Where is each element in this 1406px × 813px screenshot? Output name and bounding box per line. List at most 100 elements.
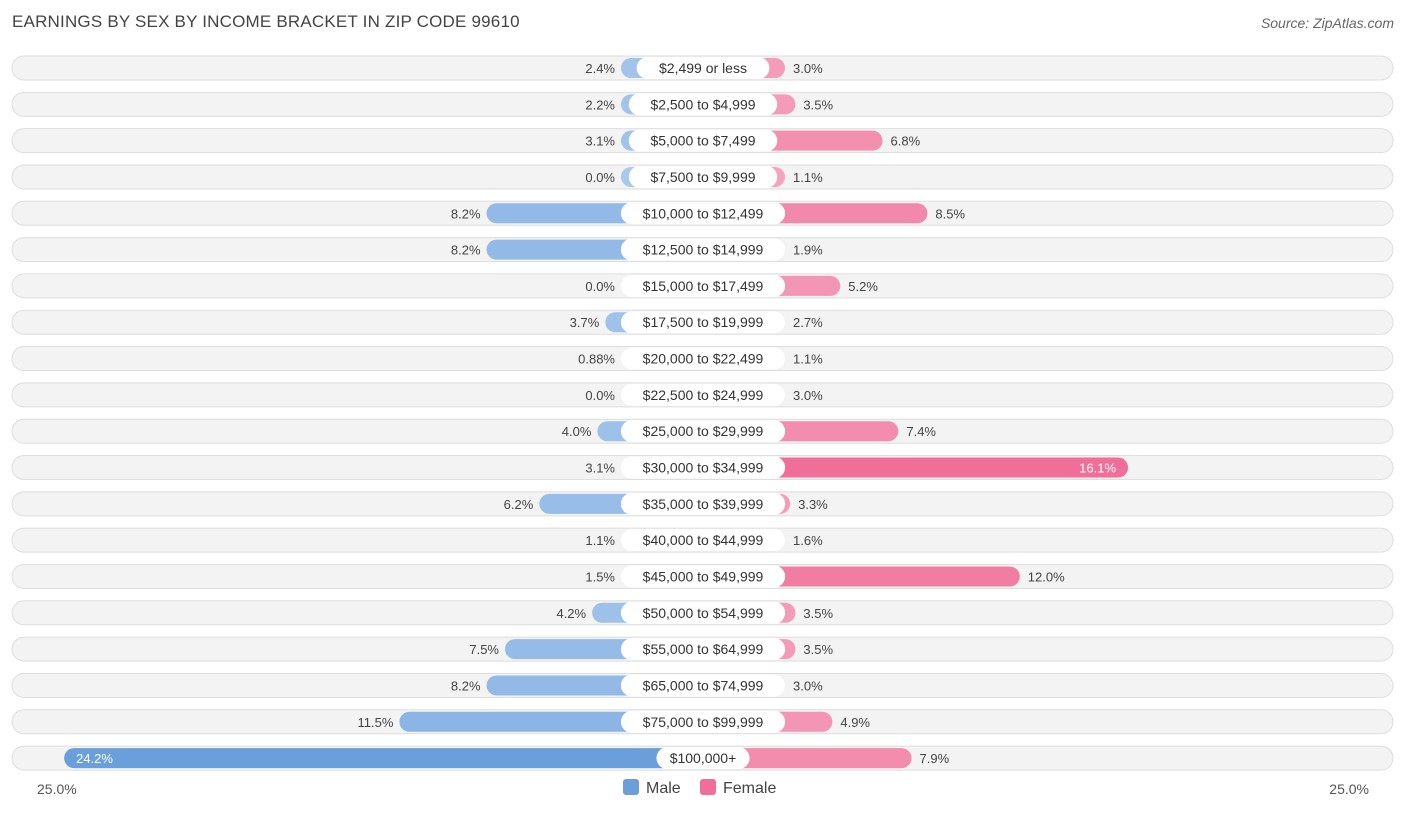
category-label: $2,499 or less bbox=[659, 60, 747, 76]
category-label-pill bbox=[620, 492, 786, 515]
category-label-pill bbox=[620, 710, 786, 733]
axis-label-left: 25.0% bbox=[37, 781, 77, 797]
female-value-label: 3.0% bbox=[793, 61, 823, 76]
female-value-label: 4.9% bbox=[840, 715, 870, 730]
female-value-label: 1.1% bbox=[793, 352, 823, 367]
category-label: $100,000+ bbox=[670, 750, 737, 766]
income-row: $12,500 to $14,999 8.2% 1.9% bbox=[11, 237, 1394, 263]
income-row: $65,000 to $74,999 8.2% 3.0% bbox=[11, 672, 1394, 698]
male-bar bbox=[64, 748, 704, 769]
female-value-label: 7.9% bbox=[920, 751, 950, 766]
male-value-label: 3.7% bbox=[570, 315, 600, 330]
category-label-pill bbox=[620, 565, 786, 588]
category-label: $20,000 to $22,499 bbox=[643, 351, 764, 367]
legend-label-male: Male bbox=[646, 780, 681, 797]
income-row: $7,500 to $9,999 0.0% 1.1% bbox=[11, 164, 1394, 190]
category-label: $65,000 to $74,999 bbox=[643, 677, 764, 693]
income-row: $5,000 to $7,499 3.1% 6.8% bbox=[11, 128, 1394, 154]
category-label: $55,000 to $64,999 bbox=[643, 641, 764, 657]
category-label: $40,000 to $44,999 bbox=[643, 532, 764, 548]
legend-swatch-male bbox=[623, 779, 639, 795]
male-value-label: 0.0% bbox=[585, 388, 615, 403]
female-value-label: 1.1% bbox=[793, 170, 823, 185]
male-value-label: 11.5% bbox=[357, 715, 393, 730]
male-value-label: 3.1% bbox=[585, 134, 615, 149]
female-value-label: 3.5% bbox=[803, 97, 833, 112]
category-label: $45,000 to $49,999 bbox=[643, 568, 764, 584]
category-label-pill bbox=[620, 311, 786, 334]
male-value-label: 24.2% bbox=[76, 751, 113, 766]
category-label-pill bbox=[620, 601, 786, 624]
category-label-pill bbox=[628, 93, 778, 116]
category-label-pill bbox=[628, 129, 778, 152]
female-value-label: 8.5% bbox=[935, 206, 965, 221]
income-row: $35,000 to $39,999 6.2% 3.3% bbox=[11, 491, 1394, 517]
category-label-pill bbox=[636, 57, 770, 79]
category-label-pill bbox=[620, 420, 786, 443]
source-note: Source: ZipAtlas.com bbox=[1260, 15, 1394, 31]
income-row: $2,500 to $4,999 2.2% 3.5% bbox=[11, 91, 1394, 117]
income-row: $30,000 to $34,999 3.1% 16.1% bbox=[11, 455, 1394, 481]
male-value-label: 8.2% bbox=[451, 206, 481, 221]
income-row: $75,000 to $99,999 11.5% 4.9% bbox=[11, 709, 1394, 735]
category-label: $10,000 to $12,499 bbox=[643, 205, 764, 221]
category-label: $50,000 to $54,999 bbox=[643, 605, 764, 621]
category-label-pill bbox=[656, 747, 750, 770]
female-bar bbox=[703, 748, 912, 769]
female-value-label: 2.7% bbox=[793, 315, 823, 330]
category-label-pill bbox=[620, 456, 786, 479]
category-label: $35,000 to $39,999 bbox=[643, 496, 764, 512]
category-label-pill bbox=[620, 529, 786, 552]
category-label-pill bbox=[620, 274, 786, 297]
male-value-label: 6.2% bbox=[504, 497, 534, 512]
chart-title: EARNINGS BY SEX BY INCOME BRACKET IN ZIP… bbox=[12, 12, 520, 31]
category-label: $2,500 to $4,999 bbox=[650, 96, 755, 112]
male-value-label: 4.0% bbox=[562, 424, 592, 439]
category-label-pill bbox=[620, 383, 786, 406]
male-value-label: 8.2% bbox=[451, 678, 481, 693]
category-label: $15,000 to $17,499 bbox=[643, 278, 764, 294]
male-value-label: 2.4% bbox=[585, 61, 615, 76]
female-value-label: 1.9% bbox=[793, 243, 823, 258]
male-value-label: 7.5% bbox=[469, 642, 499, 657]
category-label-pill bbox=[620, 202, 786, 225]
category-label-pill bbox=[628, 165, 778, 188]
category-label: $7,500 to $9,999 bbox=[650, 169, 755, 185]
category-label-pill bbox=[620, 674, 786, 697]
legend: Male Female bbox=[623, 779, 776, 797]
category-label: $75,000 to $99,999 bbox=[643, 714, 764, 730]
category-label-pill bbox=[620, 238, 786, 261]
female-value-label: 3.3% bbox=[798, 497, 828, 512]
income-row: $10,000 to $12,499 8.2% 8.5% bbox=[11, 200, 1394, 226]
female-value-label: 6.8% bbox=[891, 134, 921, 149]
income-row: $100,000+ 24.2% 7.9% bbox=[11, 745, 1394, 771]
female-value-label: 3.5% bbox=[803, 606, 833, 621]
category-label: $30,000 to $34,999 bbox=[643, 460, 764, 476]
male-value-label: 3.1% bbox=[585, 461, 615, 476]
income-row: $40,000 to $44,999 1.1% 1.6% bbox=[11, 527, 1394, 553]
male-value-label: 0.0% bbox=[585, 170, 615, 185]
category-label-pill bbox=[620, 638, 786, 661]
female-value-label: 3.0% bbox=[793, 678, 823, 693]
income-row: $2,499 or less 2.4% 3.0% bbox=[11, 55, 1394, 81]
female-value-label: 5.2% bbox=[848, 279, 878, 294]
male-value-label: 4.2% bbox=[556, 606, 586, 621]
category-label: $25,000 to $29,999 bbox=[643, 423, 764, 439]
category-label: $5,000 to $7,499 bbox=[650, 133, 755, 149]
male-value-label: 0.88% bbox=[578, 352, 615, 367]
female-value-label: 3.0% bbox=[793, 388, 823, 403]
axis-label-right: 25.0% bbox=[1329, 781, 1369, 797]
female-bar bbox=[703, 457, 1129, 478]
income-row: $50,000 to $54,999 4.2% 3.5% bbox=[11, 600, 1394, 626]
income-row: $55,000 to $64,999 7.5% 3.5% bbox=[11, 636, 1394, 662]
category-label-pill bbox=[620, 347, 786, 370]
female-value-label: 1.6% bbox=[793, 533, 823, 548]
category-label: $22,500 to $24,999 bbox=[643, 387, 764, 403]
male-value-label: 0.0% bbox=[585, 279, 615, 294]
legend-label-female: Female bbox=[723, 780, 776, 797]
income-row: $25,000 to $29,999 4.0% 7.4% bbox=[11, 418, 1394, 444]
female-value-label: 3.5% bbox=[803, 642, 833, 657]
female-value-label: 7.4% bbox=[906, 424, 936, 439]
income-row: $22,500 to $24,999 0.0% 3.0% bbox=[11, 382, 1394, 408]
male-value-label: 1.1% bbox=[585, 533, 615, 548]
